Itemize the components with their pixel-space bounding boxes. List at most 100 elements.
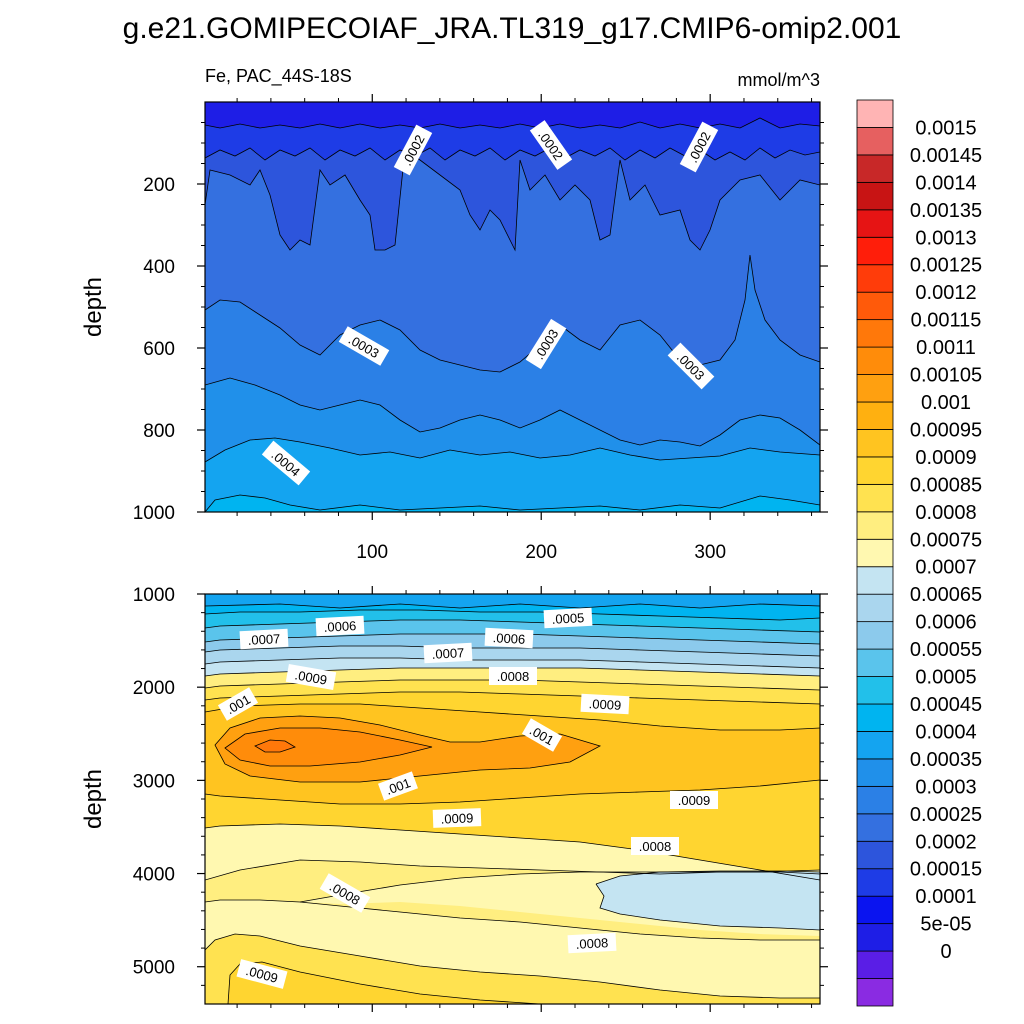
colorbar-swatch [856,703,894,732]
colorbar-swatch [856,758,894,787]
colorbar-label: 0.0002 [915,831,976,853]
chart-title: g.e21.GOMIPECOIAF_JRA.TL319_g17.CMIP6-om… [123,12,902,45]
top-y-axis-label: depth [80,277,107,337]
y-tick-label: 3000 [133,771,175,792]
colorbar-swatch [856,483,894,513]
colorbar-label: 0.0015 [915,117,976,139]
colorbar-swatch [856,319,894,348]
colorbar-swatch [856,346,894,375]
colorbar-label: 0.0003 [915,776,976,798]
x-tick-label: 200 [525,542,557,563]
colorbar-label: 0.0008 [915,502,976,524]
contour-label: .0009 [588,696,621,713]
colorbar-label: 0.0012 [915,282,976,304]
colorbar-label: 0.00085 [910,474,982,496]
bottom-axis-ticks: 1000 2000 3000 4000 5000 [133,585,828,1012]
colorbar-swatch [856,923,894,952]
bot-band-00070-deep [596,871,820,930]
colorbar-swatch [856,264,894,293]
x-tick-label: 100 [356,542,388,563]
colorbar-swatch [856,785,894,815]
colorbar-swatch [856,181,894,211]
bottom-y-axis-label: depth [80,769,107,829]
y-tick-label: 1000 [133,503,175,524]
colorbar-label: 0.00035 [910,749,982,771]
colorbar-swatch [856,676,894,705]
colorbar-label: 0.00125 [910,255,982,277]
colorbar-label: 0.00045 [910,694,982,716]
colorbar-label: 0.00055 [910,639,982,661]
colorbar-swatch [856,621,894,650]
colorbar-swatch [856,374,894,403]
top-left-label: Fe, PAC_44S-18S [205,66,352,87]
colorbar-swatch [856,99,894,128]
contour-label: .0005 [551,610,584,627]
colorbar-swatch [856,868,894,897]
y-tick-label: 800 [143,421,175,442]
top-axis-ticks: 200 400 600 800 1000 100 200 300 [133,94,828,563]
colorbar-swatch [856,291,894,321]
y-tick-label: 200 [143,175,175,196]
colorbar-label: 0.0004 [915,721,976,743]
colorbar-label: 0.00105 [910,365,982,387]
bottom-contour-lines [205,603,820,1004]
contour-label: .0006 [323,618,356,635]
colorbar-swatch [856,895,894,925]
colorbar-swatch [856,813,894,842]
contour-label: .0008 [575,935,608,952]
colorbar-swatch [856,236,894,266]
bot-band-00045 [205,594,820,608]
colorbar: 0.0015 0.00145 0.0014 0.00135 0.0013 0.00125 0… [856,99,982,1007]
top-band-0004 [205,438,820,512]
bottom-contour-fill [205,594,820,1004]
colorbar-label: 0.0011 [916,337,976,359]
colorbar-swatch [856,401,894,430]
bottom-contour-labels: .0005 .0006 .0006 .0007 .0007 .0008 .000… [217,607,718,989]
colorbar-label: 0.00015 [910,859,982,881]
colorbar-swatch [856,731,894,760]
top-band-00045 [205,495,820,512]
top-band-0001 [205,102,820,128]
top-band-00015 [205,118,820,160]
colorbar-swatch [856,456,894,485]
colorbar-swatch [856,593,894,623]
contour-label: .0008 [497,669,530,684]
top-panel: Fe, PAC_44S-18S mmol/m^3 .0002 .0002 .00… [80,66,828,563]
colorbar-swatch [856,511,894,540]
top-contour-lines [205,117,820,512]
colorbar-swatch [856,950,894,979]
colorbar-label: 0.00145 [910,145,982,167]
colorbar-label: 0.00025 [910,804,982,826]
colorbar-label: 0.00065 [910,584,982,606]
colorbar-swatch [856,127,894,156]
colorbar-swatch [856,209,894,238]
colorbar-swatch [856,538,894,568]
x-tick-label: 300 [694,542,726,563]
bottom-panel: .0005 .0006 .0006 .0007 .0007 .0008 .000… [80,585,828,1012]
colorbar-label: 0.0005 [915,667,976,689]
y-tick-label: 5000 [133,958,175,979]
top-units-label: mmol/m^3 [738,70,820,90]
colorbar-label: 0.0006 [915,612,976,634]
contour-label: .0009 [678,793,711,808]
colorbar-label: 0 [940,941,951,963]
y-tick-label: 1000 [133,585,175,606]
contour-label: .0009 [440,810,473,826]
colorbar-label: 0.001 [921,392,971,414]
colorbar-swatch [856,429,894,458]
colorbar-swatch [856,648,894,677]
bot-band-00085 [205,680,820,704]
colorbar-label: 0.00135 [910,200,982,222]
top-contour-fill [205,102,820,512]
colorbar-label: 0.00075 [910,529,982,551]
colorbar-swatch [856,978,894,1007]
contour-label: .0006 [492,630,525,647]
bot-band-0011 [255,740,295,752]
colorbar-label: 0.0009 [915,447,976,469]
colorbar-swatch [856,840,894,870]
colorbar-label: 0.0001 [915,886,976,908]
bot-band-0009-bottom [228,962,540,1004]
colorbar-label: 0.00115 [911,310,982,332]
colorbar-label: 0.00095 [910,419,982,441]
